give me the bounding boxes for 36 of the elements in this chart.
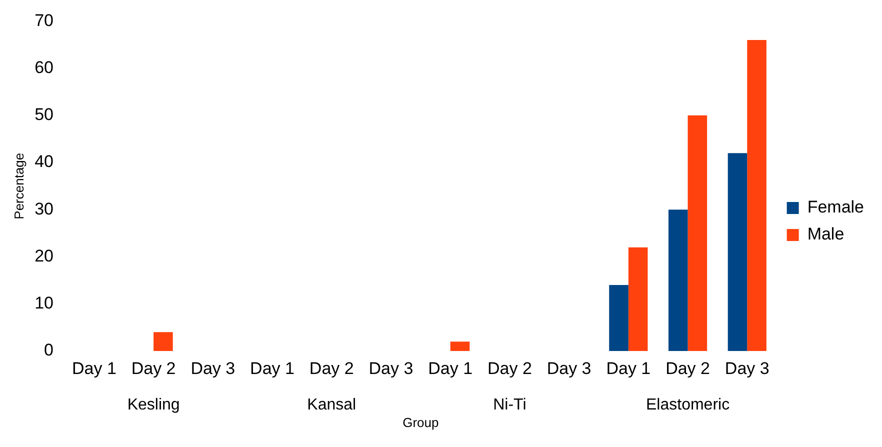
text: Kansal — [307, 396, 356, 414]
x-tick-label: Day 2 — [487, 358, 532, 378]
y-tick-label: 40 — [34, 152, 54, 172]
x-tick-label: Day 3 — [368, 358, 414, 378]
bar — [628, 247, 648, 351]
x-axis-title: Group — [402, 414, 439, 430]
bar — [688, 115, 708, 351]
y-tick-label: 70 — [34, 10, 54, 30]
x-tick-label: Day 1 — [606, 358, 651, 378]
y-tick-label: 30 — [34, 199, 54, 218]
y-axis-title: Percentage — [11, 152, 26, 220]
y-tick-label: 60 — [34, 58, 54, 77]
x-tick-label: Day 3 — [546, 358, 592, 378]
y-tick-label: 50 — [34, 105, 54, 124]
legend-label: Female — [807, 198, 864, 217]
x-tick-label: Day 1 — [428, 358, 473, 378]
x-tick-label: Day 3 — [724, 358, 770, 378]
bar — [728, 153, 748, 351]
y-tick-label: 10 — [34, 294, 54, 313]
x-tick-label: Day 1 — [72, 358, 116, 378]
x-tick-label: Day 3 — [190, 358, 236, 378]
text: Elastomeric — [646, 396, 730, 414]
bar — [609, 285, 628, 351]
text: Ni-Ti — [493, 396, 526, 414]
legend-label: Male — [807, 224, 844, 244]
y-tick-label: 20 — [34, 246, 54, 266]
bar — [450, 342, 470, 351]
bar — [154, 332, 173, 351]
text: Kesling — [127, 396, 180, 414]
bar — [668, 210, 688, 351]
x-tick-label: Day 2 — [666, 358, 710, 378]
x-tick-label: Day 2 — [131, 358, 176, 378]
x-tick-label: Day 2 — [309, 358, 354, 378]
y-tick-label: 0 — [44, 340, 54, 360]
bar — [747, 40, 766, 351]
x-tick-label: Day 1 — [250, 358, 294, 378]
